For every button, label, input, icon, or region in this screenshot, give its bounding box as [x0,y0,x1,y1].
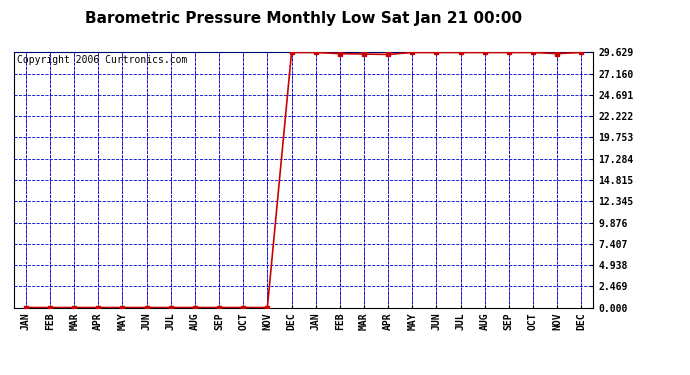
Text: Copyright 2006 Curtronics.com: Copyright 2006 Curtronics.com [17,55,187,65]
Text: Barometric Pressure Monthly Low Sat Jan 21 00:00: Barometric Pressure Monthly Low Sat Jan … [85,11,522,26]
